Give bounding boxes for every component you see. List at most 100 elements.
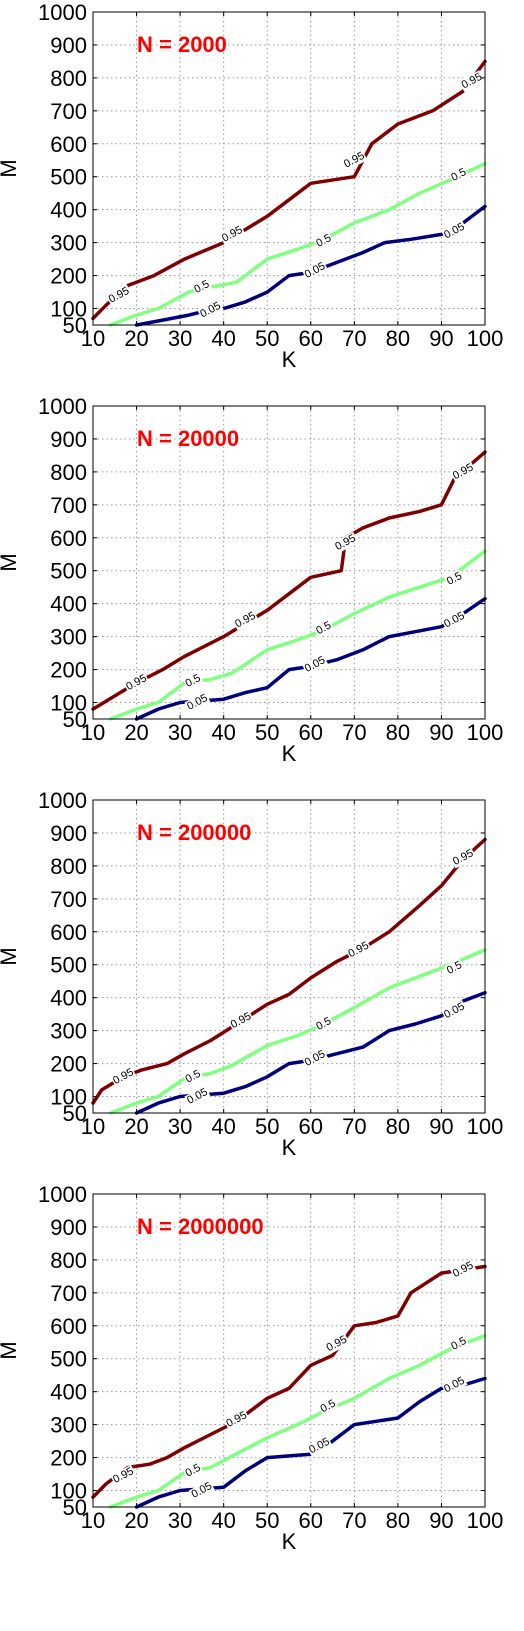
contour-label-bg: [450, 1258, 477, 1281]
x-axis-label: K: [282, 1135, 297, 1160]
y-tick-label: 300: [50, 1019, 87, 1044]
x-tick-label: 50: [255, 1114, 279, 1139]
series-line-05: [108, 948, 487, 1115]
y-tick-label: 50: [63, 1101, 87, 1126]
y-axis-label: M: [0, 1341, 21, 1359]
y-tick-label: 50: [63, 707, 87, 732]
y-tick-label: 500: [50, 559, 87, 584]
series-line-05: [108, 549, 487, 721]
contour-label-bg: [441, 999, 468, 1022]
axes-box: [92, 11, 486, 326]
contour-label-bg: [317, 1397, 339, 1416]
contour-label-bg: [441, 609, 468, 631]
x-tick-label: 20: [124, 1508, 148, 1533]
contour-label-bg: [444, 958, 465, 978]
contour-label-bg: [441, 1374, 468, 1396]
y-tick-label: 400: [50, 198, 87, 223]
contour-label-bg: [444, 569, 465, 589]
y-tick-label: 100: [50, 691, 87, 716]
x-tick-label: 60: [299, 326, 323, 351]
x-tick-label: 40: [211, 720, 235, 745]
series-line-005: [134, 204, 487, 327]
y-tick-label: 700: [50, 1281, 87, 1306]
y-tick-label: 700: [50, 887, 87, 912]
x-tick-label: 10: [81, 1114, 105, 1139]
series-line-095: [91, 450, 487, 711]
contour-label-bg: [110, 1464, 137, 1487]
contour-label-bg: [306, 1435, 333, 1457]
x-tick-label: 10: [81, 326, 105, 351]
y-tick-label: 50: [63, 1495, 87, 1520]
contour-label-bg: [301, 1047, 329, 1070]
y-tick-label: 800: [50, 1248, 87, 1273]
contour-label-bg: [341, 149, 368, 171]
y-tick-label: 200: [50, 658, 87, 683]
x-tick-label: 20: [124, 720, 148, 745]
plot-area: [93, 406, 485, 719]
x-tick-label: 30: [168, 1508, 192, 1533]
y-tick-label: 400: [50, 1380, 87, 1405]
series-line-05: [108, 161, 487, 327]
x-tick-label: 60: [299, 1508, 323, 1533]
x-axis-label: K: [282, 741, 297, 766]
y-tick-label: 100: [50, 1479, 87, 1504]
contour-label-bg: [105, 284, 133, 307]
y-axis-label: M: [0, 159, 21, 177]
y-tick-label: 500: [50, 1347, 87, 1372]
x-tick-label: 90: [429, 326, 453, 351]
y-tick-label: 200: [50, 1052, 87, 1077]
y-tick-label: 200: [50, 264, 87, 289]
y-tick-label: 1000: [38, 394, 87, 419]
y-axis-label: M: [0, 553, 21, 571]
n-annotation: N = 2000000: [137, 1214, 264, 1239]
x-tick-label: 40: [211, 1508, 235, 1533]
x-tick-label: 60: [299, 720, 323, 745]
contour-label-bg: [332, 531, 359, 554]
y-tick-label: 500: [50, 165, 87, 190]
x-tick-label: 30: [168, 326, 192, 351]
y-tick-label: 900: [50, 821, 87, 846]
y-tick-label: 1000: [38, 1182, 87, 1207]
contour-label-bg: [197, 299, 224, 321]
contour-label-bg: [182, 671, 204, 691]
contour-label-bg: [182, 1461, 204, 1481]
y-tick-label: 400: [50, 986, 87, 1011]
contour-label-bg: [232, 609, 259, 631]
x-tick-label: 20: [124, 1114, 148, 1139]
x-tick-label: 40: [211, 1114, 235, 1139]
axes-box: [92, 1193, 486, 1508]
x-tick-label: 80: [386, 326, 410, 351]
x-tick-label: 100: [467, 326, 504, 351]
contour-label-bg: [123, 671, 150, 694]
plot-area: [93, 800, 485, 1113]
series-line-095: [91, 1264, 487, 1499]
contour-label-bg: [345, 939, 372, 961]
contour-label-bg: [448, 165, 470, 185]
y-tick-label: 700: [50, 99, 87, 124]
y-tick-label: 700: [50, 493, 87, 518]
y-tick-label: 600: [50, 526, 87, 551]
contour-label-bg: [219, 223, 246, 246]
y-tick-label: 1000: [38, 0, 87, 25]
x-axis-label: K: [282, 347, 297, 372]
contour-label-bg: [301, 653, 329, 676]
y-tick-label: 300: [50, 231, 87, 256]
x-tick-label: 20: [124, 326, 148, 351]
y-tick-label: 800: [50, 66, 87, 91]
n-annotation: N = 2000: [137, 32, 227, 57]
contour-label-bg: [182, 1067, 204, 1087]
x-axis-label: K: [282, 1529, 297, 1554]
x-tick-label: 30: [168, 720, 192, 745]
contour-label-bg: [313, 1014, 335, 1034]
y-tick-label: 1000: [38, 788, 87, 813]
y-tick-label: 100: [50, 1085, 87, 1110]
contour-label-bg: [188, 1479, 216, 1502]
contour-label-bg: [223, 1408, 250, 1431]
x-tick-label: 10: [81, 1508, 105, 1533]
y-tick-label: 300: [50, 1413, 87, 1438]
